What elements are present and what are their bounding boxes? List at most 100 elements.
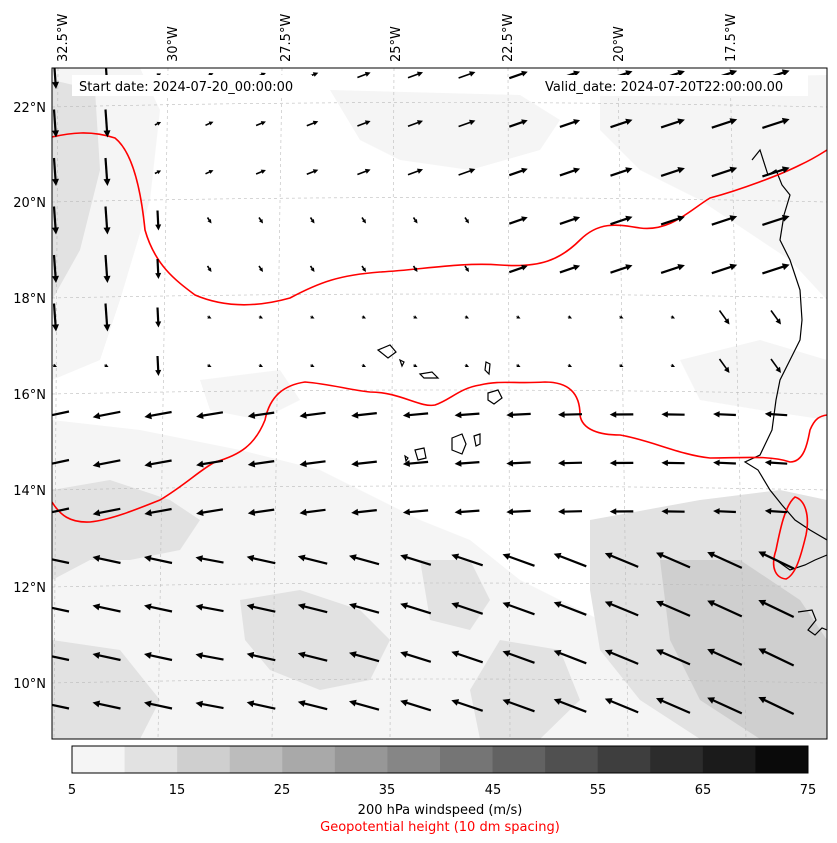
wind-arrow xyxy=(770,310,781,325)
colorbar-sublabel: Geopotential height (10 dm spacing) xyxy=(320,820,560,835)
wind-arrow xyxy=(707,648,743,666)
lon-label-25w: 25°W xyxy=(389,26,404,62)
valid-date-label: Valid_date: 2024-07-20T22:00:00.00 xyxy=(545,80,783,95)
wind-arrow xyxy=(762,214,790,226)
wind-arrow xyxy=(361,217,366,224)
wind-arrow xyxy=(412,217,418,224)
wind-arrow xyxy=(412,265,418,272)
geopotential-contours xyxy=(52,132,827,580)
wind-arrow xyxy=(451,650,484,664)
wind-arrow xyxy=(407,71,423,79)
wind-arrow xyxy=(361,265,366,272)
wind-arrow xyxy=(144,700,173,710)
wind-arrow xyxy=(508,70,528,80)
wind-arrow xyxy=(297,603,328,614)
wind-arrow xyxy=(610,264,633,274)
wind-arrow xyxy=(52,655,70,662)
wind-arrow xyxy=(400,602,432,615)
wind-arrow xyxy=(711,215,738,226)
wind-arrow xyxy=(247,460,275,468)
lat-label-10n: 10°N xyxy=(13,677,46,692)
wind-arrow xyxy=(407,120,423,127)
wind-arrow xyxy=(610,215,633,226)
wind-arrow xyxy=(764,459,788,466)
lat-label-22n: 22°N xyxy=(13,101,46,116)
wind-arrow xyxy=(656,649,691,666)
wind-arrow xyxy=(670,363,675,367)
wind-arrow xyxy=(506,508,531,516)
wind-arrow xyxy=(349,699,380,711)
wind-arrow xyxy=(144,507,172,517)
wind-arrow xyxy=(195,700,224,710)
lon-label-27-5w: 27.5°W xyxy=(279,14,294,62)
wind-arrow xyxy=(661,411,685,418)
wind-arrow xyxy=(464,265,469,272)
wind-arrow xyxy=(144,603,173,613)
colorbar-swatch xyxy=(545,746,599,773)
wind-arrow xyxy=(762,263,790,275)
wind-arrow xyxy=(762,166,790,178)
colorbar-swatch xyxy=(492,746,546,773)
wind-arrow xyxy=(246,554,276,565)
wind-arrow xyxy=(502,650,535,664)
wind-arrow xyxy=(508,216,528,225)
wind-arrow xyxy=(604,649,639,665)
wind-arrow xyxy=(297,700,328,711)
lat-label-16n: 16°N xyxy=(13,388,46,403)
colorbar-label: 200 hPa windspeed (m/s) xyxy=(358,803,523,818)
wind-arrow xyxy=(361,315,366,319)
wind-arrow xyxy=(609,459,634,467)
wind-arrow xyxy=(758,648,795,667)
wind-arrow xyxy=(154,121,162,126)
wind-arrow xyxy=(155,210,162,231)
wind-arrow xyxy=(52,606,70,613)
wind-arrow xyxy=(402,460,429,467)
wind-arrow xyxy=(205,121,214,127)
colorbar-tick-5: 5 xyxy=(68,783,76,798)
wind-arrow xyxy=(196,411,224,419)
wind-arrow xyxy=(464,363,469,367)
wind-arrow xyxy=(400,699,432,712)
wind-arrow xyxy=(258,265,263,272)
colorbar-tick-25: 25 xyxy=(274,783,291,798)
wind-arrow xyxy=(559,264,581,274)
wind-arrow xyxy=(610,167,633,177)
wind-arrow xyxy=(711,263,738,275)
wind-arrow xyxy=(206,217,212,224)
wind-arrow xyxy=(349,602,380,614)
wind-arrow xyxy=(402,411,429,419)
wind-arrow xyxy=(553,552,587,568)
wind-arrow xyxy=(407,168,423,176)
colorbar-swatch xyxy=(177,746,231,773)
wind-arrow xyxy=(52,68,59,89)
wind-arrow xyxy=(195,603,224,613)
wind-arrow xyxy=(707,551,743,569)
wind-arrow xyxy=(604,601,639,617)
wind-arrow xyxy=(506,411,531,419)
wind-arrow xyxy=(454,460,480,467)
wind-arrow xyxy=(92,700,121,710)
wind-arrow xyxy=(309,265,315,272)
wind-arrow xyxy=(413,363,418,367)
wind-arrow xyxy=(464,315,469,319)
wind-arrow xyxy=(297,651,328,662)
wind-arrow xyxy=(558,411,583,418)
map-frame xyxy=(51,67,828,740)
wind-arrow xyxy=(558,508,583,515)
wind-arrow xyxy=(357,120,371,127)
wind-arrow xyxy=(361,363,366,367)
wind-arrow xyxy=(413,315,418,319)
wind-arrow xyxy=(52,206,59,235)
wind-arrow xyxy=(52,363,57,367)
wind-arrow xyxy=(553,698,587,713)
wind-arrow xyxy=(553,649,587,665)
wind-arrow xyxy=(764,508,788,515)
wind-arrow xyxy=(707,600,743,618)
valid-date-box xyxy=(538,75,808,96)
wind-arrow xyxy=(660,264,685,274)
wind-arrow xyxy=(351,411,377,419)
wind-arrow xyxy=(52,303,59,332)
wind-arrow xyxy=(299,508,326,516)
wind-arrow xyxy=(711,118,738,129)
wind-arrow xyxy=(402,508,429,516)
